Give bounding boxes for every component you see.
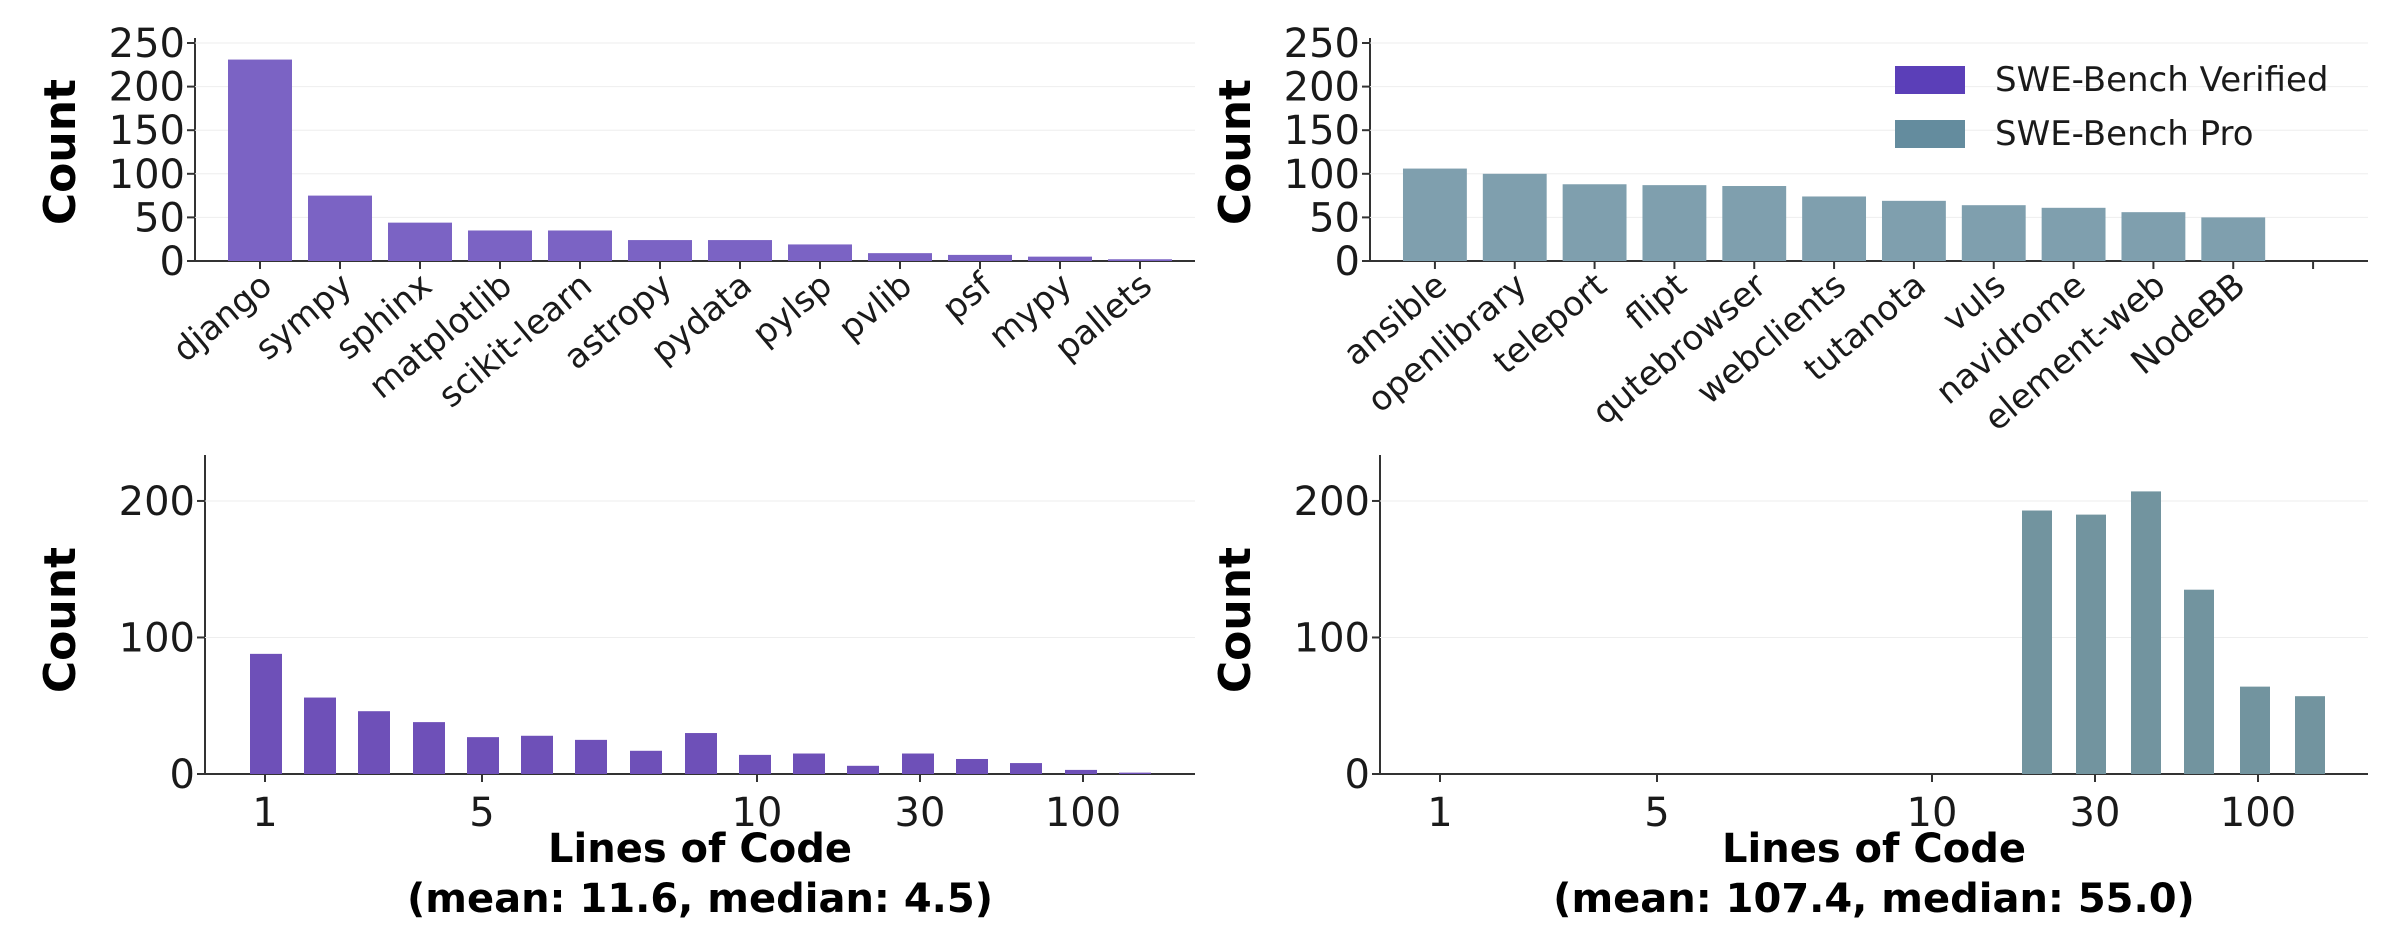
x-tick-label: 1	[252, 790, 277, 836]
bar	[2240, 686, 2270, 774]
y-axis-label: Count	[35, 79, 86, 225]
y-tick-label: 50	[134, 195, 185, 241]
bar	[308, 195, 372, 261]
y-axis-label: Count	[1210, 547, 1261, 693]
bar	[2121, 212, 2186, 261]
x-tick-label: 10	[1907, 790, 1958, 836]
legend-swatch	[1895, 120, 1965, 148]
bar	[1562, 184, 1627, 261]
y-tick-label: 200	[1284, 65, 1360, 111]
chart-top-left-repos-verified: 050100150200250Countdjangosympysphinxmat…	[35, 21, 1195, 416]
x-tick-label: pylsp	[745, 265, 840, 354]
bar	[1010, 763, 1042, 774]
x-tick-label: 30	[895, 790, 946, 836]
bar	[739, 754, 771, 774]
y-tick-label: 100	[1284, 152, 1360, 198]
bar	[847, 765, 879, 774]
x-tick-label: 5	[1644, 790, 1669, 836]
chart-bottom-left-loc-verified: 0 100 200 Count 1 5 10 30 100 Lines of Code(mean:…	[35, 455, 1195, 922]
bar	[250, 653, 282, 774]
x-tick-label: pvlib	[831, 265, 920, 348]
y-tick-label: 250	[1284, 21, 1360, 67]
bar	[413, 722, 445, 774]
bar	[1722, 186, 1787, 261]
bar	[2184, 589, 2214, 774]
chart-top-right-repos-pro: 050100150200250Countansibleopenlibraryte…	[1210, 21, 2368, 439]
bar	[1642, 185, 1707, 261]
bar	[2041, 207, 2106, 261]
x-axis-sublabel: (mean: 107.4, median: 55.0)	[1553, 876, 2195, 922]
bar	[1119, 772, 1151, 774]
bar	[628, 240, 692, 261]
x-axis-sublabel: (mean: 11.6, median: 4.5)	[407, 876, 993, 922]
bar	[956, 758, 988, 774]
bar	[630, 750, 662, 774]
x-axis-label: Lines of Code	[1722, 826, 2026, 872]
y-tick-label: 0	[1345, 752, 1370, 798]
bar	[685, 733, 717, 774]
bar	[548, 230, 612, 261]
x-tick-label: 1	[1427, 790, 1452, 836]
y-tick-label: 50	[1309, 195, 1360, 241]
bar	[1402, 168, 1467, 261]
bar	[467, 737, 499, 774]
bar	[1881, 200, 1946, 261]
bar	[902, 753, 934, 774]
y-axis-label: Count	[1210, 79, 1261, 225]
y-tick-label: 250	[109, 21, 185, 67]
x-tick-label: 10	[732, 790, 783, 836]
bar	[468, 230, 532, 261]
x-tick-label: 5	[469, 790, 494, 836]
y-tick-label: 0	[160, 239, 185, 285]
bar	[2295, 696, 2325, 774]
y-tick-label: 200	[1294, 479, 1370, 525]
bar	[2022, 510, 2052, 774]
bar	[1028, 256, 1092, 261]
bar	[2076, 514, 2106, 774]
bar	[228, 59, 292, 262]
bar	[868, 253, 932, 261]
x-axis-label: Lines of Code	[548, 826, 852, 872]
bar	[388, 222, 452, 261]
y-tick-label: 0	[1335, 239, 1360, 285]
y-tick-label: 150	[109, 108, 185, 154]
y-tick-label: 100	[109, 152, 185, 198]
legend-label: SWE-Bench Verified	[1995, 60, 2328, 100]
y-tick-label: 100	[1294, 615, 1370, 661]
x-tick-label: 100	[1045, 790, 1121, 836]
y-tick-label: 200	[109, 65, 185, 111]
y-axis-label: Count	[35, 547, 86, 693]
bar	[1482, 173, 1547, 261]
y-tick-label: 100	[119, 615, 195, 661]
bar	[521, 735, 553, 774]
legend-label: SWE-Bench Pro	[1995, 114, 2254, 154]
bar	[793, 753, 825, 774]
x-tick-label: 30	[2070, 790, 2121, 836]
bar	[304, 697, 336, 774]
bar	[358, 711, 390, 774]
legend-swatch	[1895, 66, 1965, 94]
bar	[2201, 217, 2266, 261]
bar	[948, 254, 1012, 261]
bar	[788, 244, 852, 261]
bar	[1108, 259, 1172, 261]
bar	[1802, 196, 1867, 261]
x-tick-label: 100	[2220, 790, 2296, 836]
bar	[1065, 769, 1097, 774]
bar	[1961, 205, 2026, 261]
bar	[708, 240, 772, 261]
bar	[575, 739, 607, 774]
y-tick-label: 200	[119, 479, 195, 525]
y-tick-label: 0	[170, 752, 195, 798]
y-tick-label: 150	[1284, 108, 1360, 154]
chart-bottom-right-loc-pro: 0 100 200 Count 1 5 10 30 100 Lines of Code(mean:…	[1210, 455, 2368, 922]
bar	[2131, 491, 2161, 774]
